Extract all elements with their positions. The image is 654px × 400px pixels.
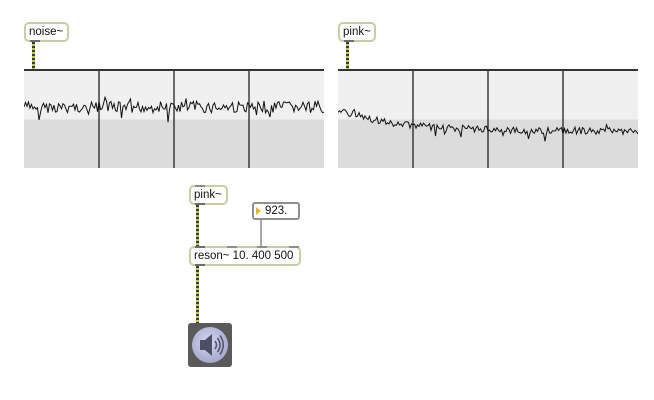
reson-inlet-1[interactable] xyxy=(195,246,205,248)
pink-object-top[interactable]: pink~ xyxy=(338,22,376,42)
frequency-number-value: 923. xyxy=(265,205,288,217)
pink-to-scope-cord xyxy=(346,42,349,69)
noise-waveform xyxy=(24,95,324,123)
pink-top-outlet[interactable] xyxy=(344,40,354,42)
ezdac-speaker-button[interactable] xyxy=(188,323,232,367)
frequency-number-box[interactable]: 923. xyxy=(252,202,300,220)
noise-outlet[interactable] xyxy=(30,40,40,42)
reson-inlet-2[interactable] xyxy=(227,246,237,248)
scope-pink-graph xyxy=(338,71,638,168)
reson-outlet[interactable] xyxy=(195,264,205,266)
pink-object-top-label: pink~ xyxy=(343,26,371,38)
number-box-triangle-icon xyxy=(256,207,261,215)
pink-object-bottom[interactable]: pink~ xyxy=(189,185,228,205)
reson-object[interactable]: reson~ 10. 400 500 xyxy=(189,246,301,266)
noise-object[interactable]: noise~ xyxy=(24,22,69,42)
pink-to-reson-cord xyxy=(196,205,199,246)
pink-object-bottom-label: pink~ xyxy=(194,189,222,201)
scope-noise[interactable] xyxy=(24,69,324,168)
scope-noise-graph xyxy=(24,71,324,168)
noise-object-label: noise~ xyxy=(29,26,64,38)
speaker-icon xyxy=(200,334,224,356)
pink-bottom-inlet[interactable] xyxy=(195,185,205,187)
reson-to-dac-cord xyxy=(196,266,199,323)
scope-pink[interactable] xyxy=(338,69,638,168)
number-to-reson-cord xyxy=(260,220,262,246)
reson-inlet-3[interactable] xyxy=(257,246,267,248)
pink-waveform xyxy=(338,108,638,142)
noise-to-scope-cord xyxy=(32,42,35,69)
reson-object-label: reson~ 10. 400 500 xyxy=(194,250,294,262)
reson-inlet-4[interactable] xyxy=(289,246,299,248)
pink-bottom-outlet[interactable] xyxy=(195,203,205,205)
